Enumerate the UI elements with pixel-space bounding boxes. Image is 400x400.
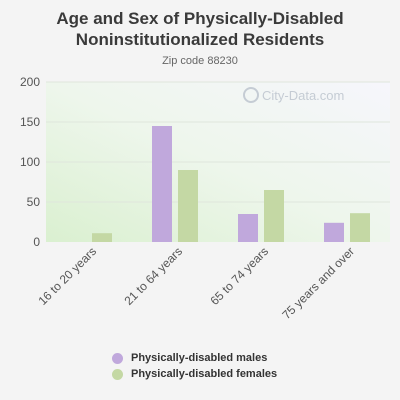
- x-tick-label: 75 years and over: [279, 244, 357, 322]
- legend: Physically-disabled males Physically-dis…: [112, 350, 277, 382]
- legend-label-females: Physically-disabled females: [131, 368, 278, 380]
- bar-males: [152, 126, 172, 242]
- legend-swatch-females: [112, 368, 123, 380]
- chart-title-line2: Noninstitutionalized Residents: [75, 30, 325, 49]
- legend-item-males: Physically-disabled males: [112, 350, 277, 366]
- legend-item-females: Physically-disabled females: [112, 366, 277, 382]
- watermark: City-Data.com: [243, 87, 344, 103]
- bar-females: [264, 190, 284, 242]
- y-tick-label: 50: [27, 195, 41, 209]
- y-tick-label: 200: [20, 75, 40, 89]
- bar-males: [324, 222, 344, 242]
- legend-swatch-males: [112, 352, 123, 364]
- y-tick-label: 100: [20, 155, 40, 169]
- bar-females: [350, 213, 370, 242]
- x-tick-label: 21 to 64 years: [121, 244, 185, 308]
- chart-subtitle: Zip code 88230: [162, 55, 238, 67]
- x-tick-label: 16 to 20 years: [35, 244, 99, 308]
- x-tick-label: 65 to 74 years: [207, 244, 271, 308]
- chart-title: Age and Sex of Physically-Disabled Nonin…: [0, 8, 400, 50]
- chart-title-line1: Age and Sex of Physically-Disabled: [56, 9, 344, 28]
- watermark-icon: [243, 87, 259, 103]
- bar-males: [238, 214, 258, 242]
- y-tick-label: 0: [33, 235, 40, 249]
- bar-females: [178, 170, 198, 242]
- y-tick-label: 150: [20, 115, 40, 129]
- watermark-text: City-Data.com: [262, 88, 344, 103]
- legend-label-males: Physically-disabled males: [131, 352, 268, 364]
- bar-females: [92, 233, 112, 242]
